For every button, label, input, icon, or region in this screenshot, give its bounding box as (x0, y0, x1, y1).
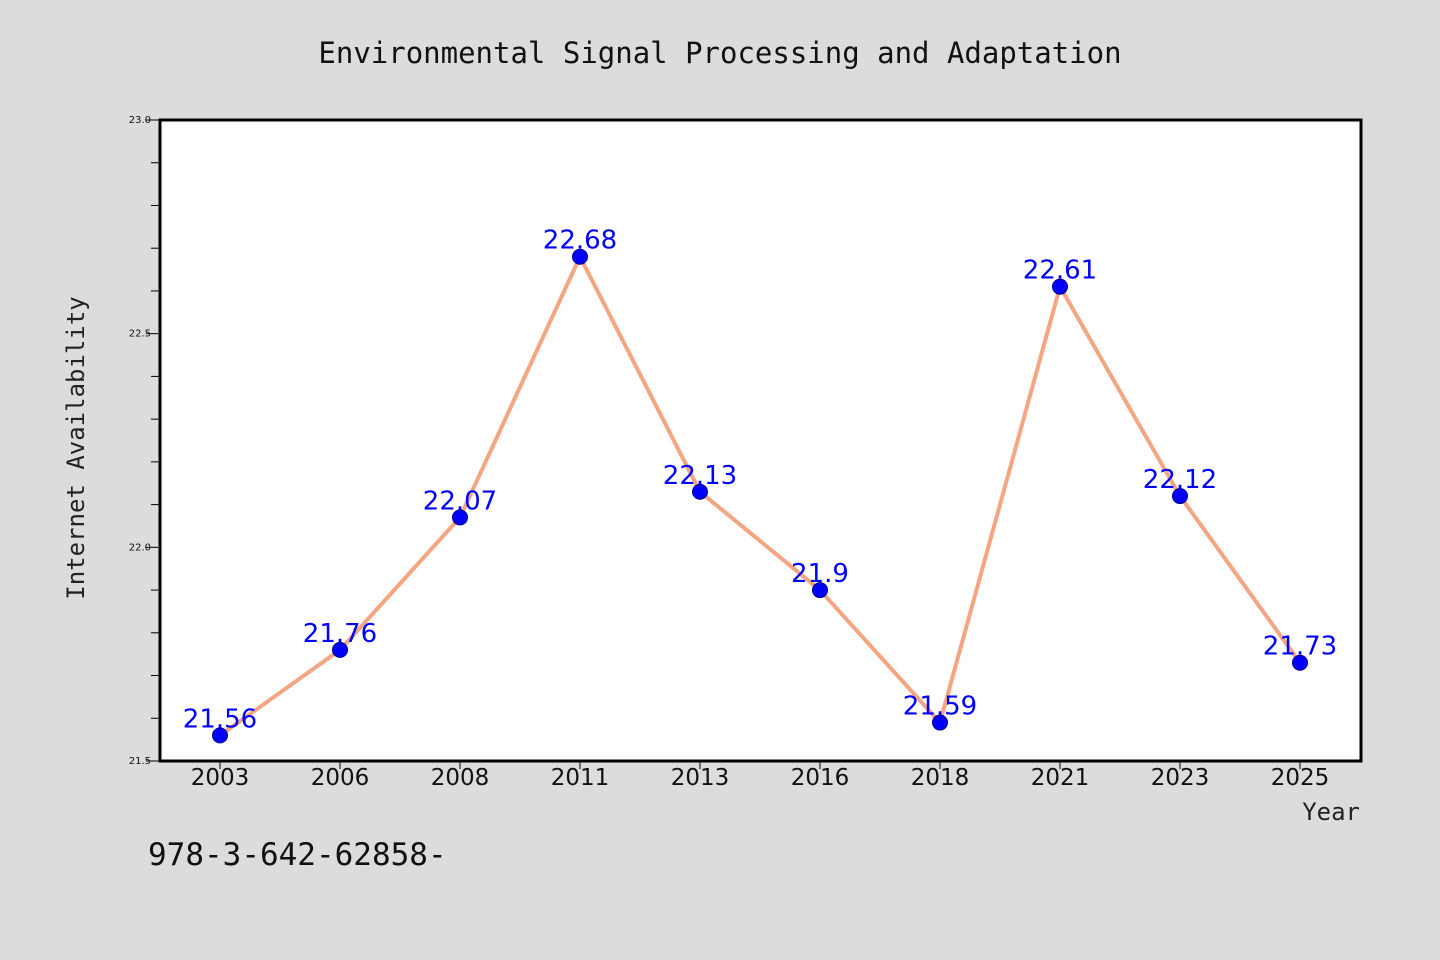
series-line-group (218, 254, 1302, 738)
data-label: 21.56 (183, 704, 257, 734)
data-label: 21.73 (1263, 632, 1337, 662)
data-label: 21.9 (791, 559, 849, 589)
data-labels: 21.56 21.76 22.07 22.68 22.13 21.9 21.59 22.61 2… (183, 226, 1337, 735)
data-label: 22.68 (543, 226, 617, 256)
x-axis: 2003 2006 2008 2011 2013 2016 2018 2021 2023 2025 (191, 761, 1330, 791)
data-label: 22.13 (663, 461, 737, 491)
chart-title: Environmental Signal Processing and Adap… (318, 36, 1121, 70)
data-label: 21.76 (303, 619, 377, 649)
x-tick-label: 2006 (311, 765, 370, 791)
x-tick-label: 2025 (1271, 765, 1330, 791)
x-tick-label: 2023 (1151, 765, 1210, 791)
x-tick-label: 2008 (431, 765, 490, 791)
x-axis-title: Year (1302, 798, 1360, 826)
data-point (452, 509, 468, 526)
data-point (1172, 488, 1188, 505)
y-axis-title: Internet Availability (62, 296, 90, 599)
data-label: 22.07 (423, 486, 497, 516)
data-label: 22.12 (1143, 465, 1217, 495)
data-point (812, 582, 828, 599)
x-tick-label: 2011 (551, 765, 610, 791)
data-point (932, 714, 948, 731)
data-point (212, 727, 228, 744)
data-points (212, 248, 1308, 744)
plot-area (158, 118, 1363, 763)
series-line (218, 254, 1302, 738)
data-label: 22.61 (1023, 256, 1097, 286)
data-point (1052, 278, 1068, 295)
y-tick-label: 22.0 (129, 542, 151, 553)
data-label: 21.59 (903, 692, 977, 722)
data-point (572, 248, 588, 265)
y-tick-label: 23.0 (129, 115, 151, 126)
x-tick-label: 2016 (791, 765, 850, 791)
y-tick-label: 21.5 (129, 756, 151, 767)
x-tick-label: 2018 (911, 765, 970, 791)
x-tick-label: 2021 (1031, 765, 1090, 791)
data-point (1292, 654, 1308, 671)
y-axis: 21.5 22.0 22.5 23.0 (129, 115, 160, 767)
x-tick-label: 2013 (671, 765, 730, 791)
footer-text: 978-3-642-62858- (148, 837, 447, 873)
y-tick-label: 22.5 (129, 329, 151, 340)
data-point (692, 483, 708, 500)
data-point (332, 641, 348, 658)
x-tick-label: 2003 (191, 765, 250, 791)
